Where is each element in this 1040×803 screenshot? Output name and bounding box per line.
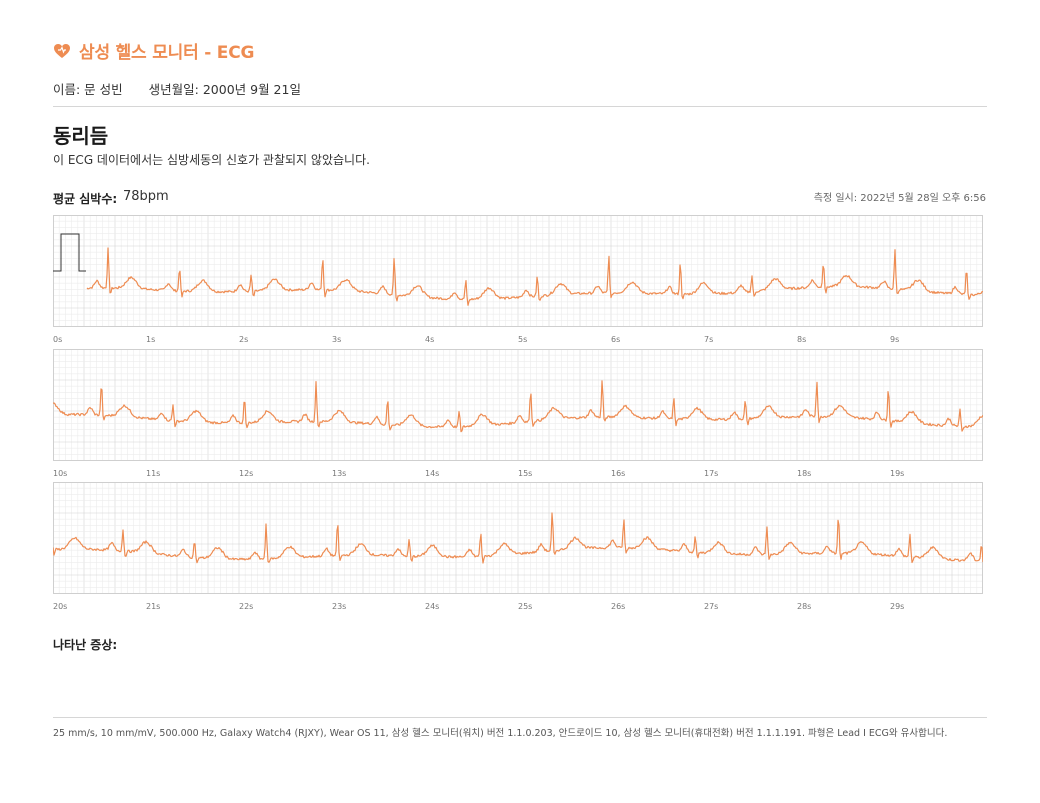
time-label: 21s [146, 602, 161, 611]
strip-border [53, 482, 983, 594]
time-label: 17s [704, 469, 719, 478]
result-title: 동리듬 [53, 124, 109, 148]
time-label: 0s [53, 335, 63, 344]
ecg-trace [53, 380, 983, 433]
time-label: 3s [332, 335, 342, 344]
time-label: 28s [797, 602, 812, 611]
time-label: 23s [332, 602, 347, 611]
measured-at: 측정 일시: 2022년 5월 28일 오후 6:56 [813, 193, 986, 204]
patient-name: 이름: 문 성빈 [53, 82, 123, 97]
time-label: 19s [890, 469, 905, 478]
ecg-strip-2 [53, 349, 983, 461]
time-label: 6s [611, 335, 621, 344]
symptoms-label: 나타난 증상: [53, 638, 118, 652]
time-label: 5s [518, 335, 528, 344]
ecg-strip-1 [53, 215, 983, 327]
heart-rate-value: 78bpm [123, 189, 169, 204]
time-label: 15s [518, 469, 533, 478]
time-label: 10s [53, 469, 68, 478]
patient-dob: 생년월일: 2000년 9월 21일 [148, 82, 301, 97]
app-header: 삼성 헬스 모니터 - ECG [53, 38, 254, 63]
time-label: 18s [797, 469, 812, 478]
result-description: 이 ECG 데이터에서는 심방세동의 신호가 관찰되지 않았습니다. [53, 153, 370, 167]
time-label: 4s [425, 335, 435, 344]
strip-border [53, 349, 983, 461]
time-label: 14s [425, 469, 440, 478]
ecg-trace [86, 247, 983, 306]
patient-info: 이름: 문 성빈 생년월일: 2000년 9월 21일 [53, 79, 301, 98]
time-label: 9s [890, 335, 900, 344]
app-title: 삼성 헬스 모니터 - ECG [79, 43, 255, 63]
time-label: 27s [704, 602, 719, 611]
time-label: 16s [611, 469, 626, 478]
time-label: 1s [146, 335, 156, 344]
heart-icon [54, 43, 70, 58]
footer-text: 25 mm/s, 10 mm/mV, 500.000 Hz, Galaxy Wa… [53, 728, 948, 739]
ecg-trace [53, 512, 983, 564]
time-label: 22s [239, 602, 254, 611]
time-label: 26s [611, 602, 626, 611]
footer-divider [53, 717, 987, 718]
time-label: 12s [239, 469, 254, 478]
ecg-strip-3 [53, 482, 983, 594]
time-label: 13s [332, 469, 347, 478]
calibration-pulse [53, 233, 86, 272]
time-label: 29s [890, 602, 905, 611]
heart-rate-label: 평균 심박수: [53, 192, 118, 206]
time-label: 8s [797, 335, 807, 344]
time-label: 7s [704, 335, 714, 344]
time-label: 20s [53, 602, 68, 611]
time-label: 11s [146, 469, 161, 478]
time-label: 25s [518, 602, 533, 611]
time-label: 2s [239, 335, 249, 344]
time-label: 24s [425, 602, 440, 611]
header-divider [53, 106, 987, 107]
